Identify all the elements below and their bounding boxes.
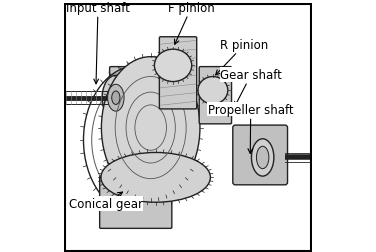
Ellipse shape <box>101 153 211 202</box>
Text: F pinion: F pinion <box>168 2 215 45</box>
Text: R pinion: R pinion <box>216 39 268 76</box>
Ellipse shape <box>102 57 200 199</box>
Text: Input shaft: Input shaft <box>66 2 130 84</box>
Text: Conical gear: Conical gear <box>68 192 143 210</box>
Ellipse shape <box>155 50 192 82</box>
Ellipse shape <box>198 77 228 105</box>
FancyBboxPatch shape <box>233 125 288 185</box>
Ellipse shape <box>102 76 129 121</box>
FancyBboxPatch shape <box>100 176 172 229</box>
Text: Gear shaft: Gear shaft <box>220 69 282 107</box>
Ellipse shape <box>256 147 269 169</box>
FancyBboxPatch shape <box>199 67 232 124</box>
FancyBboxPatch shape <box>110 67 152 174</box>
Text: Propeller shaft: Propeller shaft <box>208 103 294 154</box>
Ellipse shape <box>108 85 124 112</box>
FancyBboxPatch shape <box>159 38 197 109</box>
Ellipse shape <box>112 92 120 105</box>
Ellipse shape <box>252 139 274 176</box>
